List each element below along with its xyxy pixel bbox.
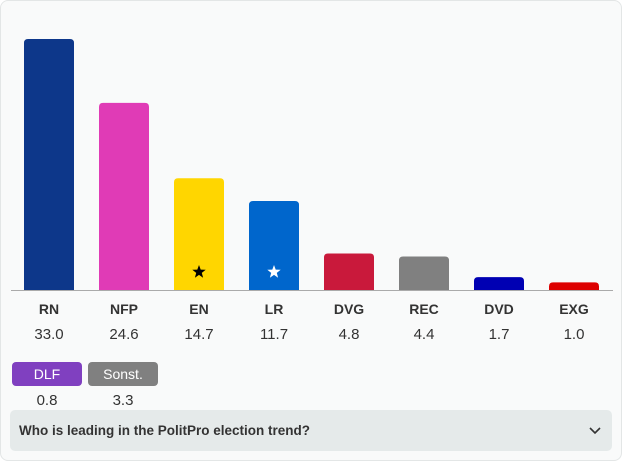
bar-dvg[interactable] [324, 253, 374, 290]
category-label: EN [189, 301, 209, 317]
faq-question: Who is leading in the PolitPro election … [19, 423, 311, 438]
value-label: 4.8 [338, 326, 360, 343]
party-value-others: 3.3 [112, 392, 134, 409]
category-label: NFP [110, 301, 138, 317]
party-badge-others: Sonst. [88, 362, 158, 386]
party-value-dlf: 0.8 [36, 392, 58, 409]
category-label: REC [409, 301, 439, 317]
faq-accordion[interactable]: Who is leading in the PolitPro election … [10, 410, 612, 451]
bar-lr[interactable] [249, 201, 299, 290]
bar-rn[interactable] [24, 39, 74, 290]
value-label: 1.7 [488, 326, 510, 343]
value-label: 1.0 [563, 326, 585, 343]
bar-dvd[interactable] [474, 277, 524, 290]
category-label: LR [264, 301, 284, 317]
category-label: EXG [559, 301, 589, 317]
bar-nfp[interactable] [99, 102, 149, 291]
chevron-down-icon[interactable] [588, 423, 602, 437]
white-star-icon [267, 265, 281, 278]
category-label: DVD [484, 301, 514, 317]
value-label: 14.7 [184, 326, 214, 343]
black-star-icon [192, 265, 206, 278]
bar-en[interactable] [174, 178, 224, 290]
bar-exg[interactable] [549, 282, 599, 290]
party-badge-dlf: DLF [12, 362, 82, 386]
value-label: 33.0 [34, 326, 64, 343]
value-label: 11.7 [259, 326, 289, 343]
category-label: DVG [333, 301, 365, 317]
value-label: 4.4 [413, 326, 435, 343]
bar-rec[interactable] [399, 256, 449, 290]
category-label: RN [38, 301, 60, 317]
value-label: 24.6 [109, 326, 139, 343]
bar-chart [11, 39, 613, 291]
